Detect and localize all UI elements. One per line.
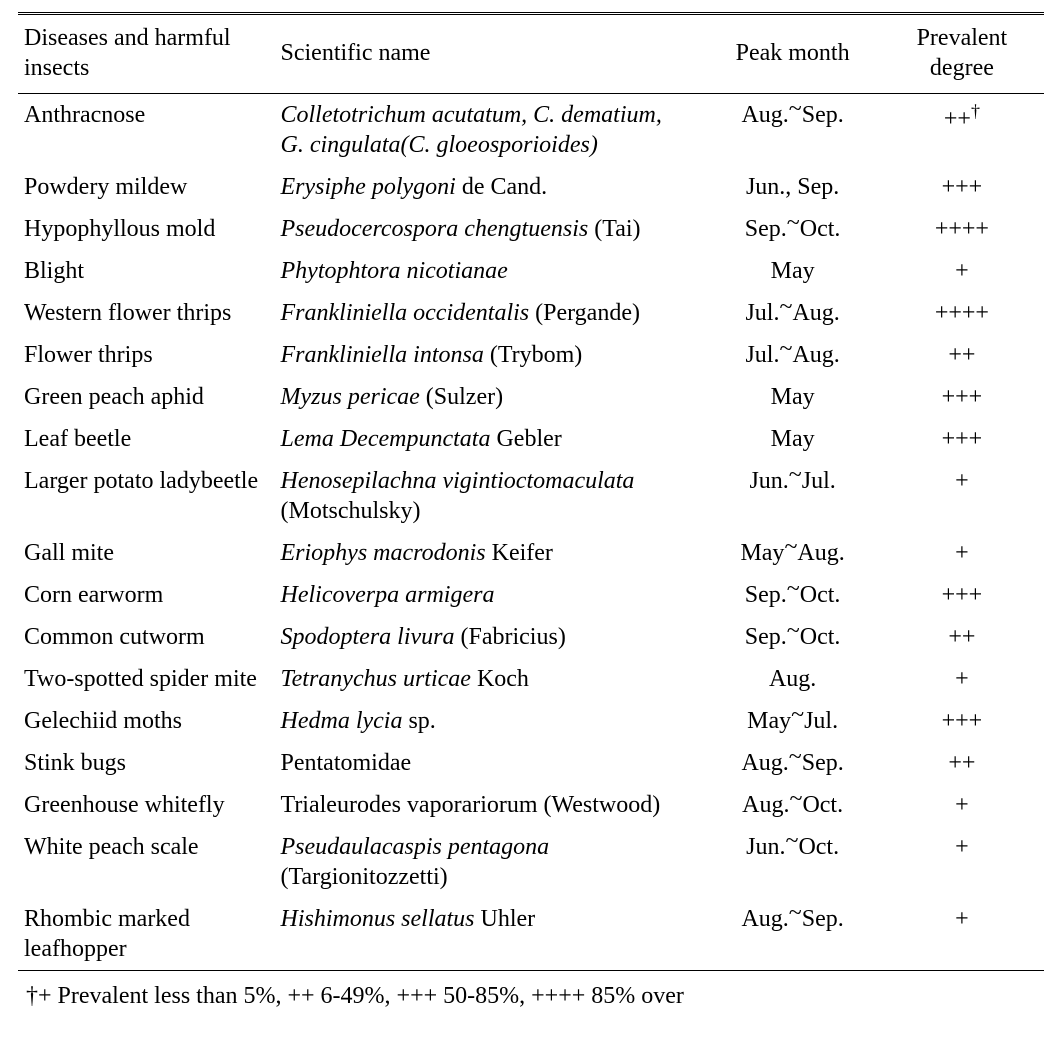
cell-disease: Corn earworm [18, 574, 275, 616]
cell-scientific-name: Henosepilachna vigintioctomaculata(Motsc… [275, 460, 706, 532]
cell-scientific-name: Hishimonus sellatus Uhler [275, 898, 706, 971]
cell-disease: Blight [18, 250, 275, 292]
cell-scientific-name: Erysiphe polygoni de Cand. [275, 166, 706, 208]
table-row: AnthracnoseColletotrichum acutatum, C. d… [18, 94, 1044, 167]
cell-disease: Common cutworm [18, 616, 275, 658]
cell-disease: Greenhouse whitefly [18, 784, 275, 826]
cell-peak-month: May [705, 418, 879, 460]
table-row: Hypophyllous moldPseudocercospora chengt… [18, 208, 1044, 250]
cell-peak-month: Jul.~Aug. [705, 334, 879, 376]
cell-prevalent-degree: + [880, 826, 1044, 898]
table-row: Two-spotted spider miteTetranychus urtic… [18, 658, 1044, 700]
cell-peak-month: Aug.~Sep. [705, 898, 879, 971]
table-row: White peach scalePseudaulacaspis pentago… [18, 826, 1044, 898]
cell-scientific-name: Eriophys macrodonis Keifer [275, 532, 706, 574]
cell-prevalent-degree: +++ [880, 700, 1044, 742]
cell-peak-month: May [705, 250, 879, 292]
table-row: Flower thripsFrankliniella intonsa (Tryb… [18, 334, 1044, 376]
col-header-peak-month: Peak month [705, 14, 879, 94]
cell-peak-month: May [705, 376, 879, 418]
table-row: Gelechiid mothsHedma lycia sp.May~Jul.++… [18, 700, 1044, 742]
cell-prevalent-degree: ++ [880, 334, 1044, 376]
table-header-row: Diseases and harmful insects Scientific … [18, 14, 1044, 94]
footnote: †+ Prevalent less than 5%, ++ 6-49%, +++… [18, 971, 1044, 1011]
cell-scientific-name: Frankliniella occidentalis (Pergande) [275, 292, 706, 334]
cell-prevalent-degree: ++† [880, 94, 1044, 167]
cell-scientific-name: Trialeurodes vaporariorum (Westwood) [275, 784, 706, 826]
cell-prevalent-degree: + [880, 784, 1044, 826]
cell-prevalent-degree: + [880, 460, 1044, 532]
cell-prevalent-degree: +++ [880, 574, 1044, 616]
cell-disease: Gall mite [18, 532, 275, 574]
cell-peak-month: Sep.~Oct. [705, 574, 879, 616]
cell-scientific-name: Frankliniella intonsa (Trybom) [275, 334, 706, 376]
table-row: Leaf beetleLema Decempunctata GeblerMay+… [18, 418, 1044, 460]
cell-disease: Stink bugs [18, 742, 275, 784]
cell-scientific-name: Myzus pericae (Sulzer) [275, 376, 706, 418]
cell-scientific-name: Pseudocercospora chengtuensis (Tai) [275, 208, 706, 250]
cell-peak-month: Aug. [705, 658, 879, 700]
cell-prevalent-degree: +++ [880, 418, 1044, 460]
cell-scientific-name: Phytophtora nicotianae [275, 250, 706, 292]
cell-prevalent-degree: ++++ [880, 292, 1044, 334]
cell-scientific-name: Pentatomidae [275, 742, 706, 784]
cell-prevalent-degree: + [880, 532, 1044, 574]
cell-disease: Gelechiid moths [18, 700, 275, 742]
cell-scientific-name: Colletotrichum acutatum, C. dematium,G. … [275, 94, 706, 167]
cell-disease: Western flower thrips [18, 292, 275, 334]
table-row: Rhombic marked leafhopperHishimonus sell… [18, 898, 1044, 971]
cell-peak-month: Sep.~Oct. [705, 208, 879, 250]
table-row: BlightPhytophtora nicotianaeMay+ [18, 250, 1044, 292]
cell-prevalent-degree: +++ [880, 376, 1044, 418]
cell-prevalent-degree: + [880, 250, 1044, 292]
cell-peak-month: Sep.~Oct. [705, 616, 879, 658]
table-row: Western flower thripsFrankliniella occid… [18, 292, 1044, 334]
cell-scientific-name: Helicoverpa armigera [275, 574, 706, 616]
cell-scientific-name: Hedma lycia sp. [275, 700, 706, 742]
cell-scientific-name: Tetranychus urticae Koch [275, 658, 706, 700]
table-row: Green peach aphidMyzus pericae (Sulzer)M… [18, 376, 1044, 418]
cell-peak-month: May~Aug. [705, 532, 879, 574]
table-row: Corn earwormHelicoverpa armigeraSep.~Oct… [18, 574, 1044, 616]
cell-peak-month: May~Jul. [705, 700, 879, 742]
cell-disease: Leaf beetle [18, 418, 275, 460]
col-header-scientific-name: Scientific name [275, 14, 706, 94]
col-header-prevalent-degree: Prevalent degree [880, 14, 1044, 94]
diseases-table: Diseases and harmful insects Scientific … [18, 12, 1044, 971]
cell-peak-month: Jun., Sep. [705, 166, 879, 208]
cell-disease: Powdery mildew [18, 166, 275, 208]
table-row: Stink bugsPentatomidaeAug.~Sep.++ [18, 742, 1044, 784]
col-header-disease: Diseases and harmful insects [18, 14, 275, 94]
table-row: Larger potato ladybeetleHenosepilachna v… [18, 460, 1044, 532]
cell-peak-month: Aug.~Oct. [705, 784, 879, 826]
cell-disease: Rhombic marked leafhopper [18, 898, 275, 971]
table-row: Powdery mildewErysiphe polygoni de Cand.… [18, 166, 1044, 208]
cell-peak-month: Jun.~Jul. [705, 460, 879, 532]
cell-disease: Larger potato ladybeetle [18, 460, 275, 532]
table-row: Gall miteEriophys macrodonis KeiferMay~A… [18, 532, 1044, 574]
cell-disease: Flower thrips [18, 334, 275, 376]
table-row: Common cutwormSpodoptera livura (Fabrici… [18, 616, 1044, 658]
cell-prevalent-degree: ++ [880, 742, 1044, 784]
cell-disease: Hypophyllous mold [18, 208, 275, 250]
cell-peak-month: Jul.~Aug. [705, 292, 879, 334]
cell-peak-month: Aug.~Sep. [705, 742, 879, 784]
cell-peak-month: Aug.~Sep. [705, 94, 879, 167]
cell-disease: Anthracnose [18, 94, 275, 167]
cell-prevalent-degree: ++++ [880, 208, 1044, 250]
cell-peak-month: Jun.~Oct. [705, 826, 879, 898]
table-body: AnthracnoseColletotrichum acutatum, C. d… [18, 94, 1044, 971]
cell-disease: Two-spotted spider mite [18, 658, 275, 700]
cell-scientific-name: Spodoptera livura (Fabricius) [275, 616, 706, 658]
cell-disease: White peach scale [18, 826, 275, 898]
cell-prevalent-degree: + [880, 898, 1044, 971]
cell-scientific-name: Pseudaulacaspis pentagona(Targionitozzet… [275, 826, 706, 898]
cell-prevalent-degree: + [880, 658, 1044, 700]
cell-prevalent-degree: ++ [880, 616, 1044, 658]
table-row: Greenhouse whiteflyTrialeurodes vaporari… [18, 784, 1044, 826]
cell-disease: Green peach aphid [18, 376, 275, 418]
cell-scientific-name: Lema Decempunctata Gebler [275, 418, 706, 460]
cell-prevalent-degree: +++ [880, 166, 1044, 208]
